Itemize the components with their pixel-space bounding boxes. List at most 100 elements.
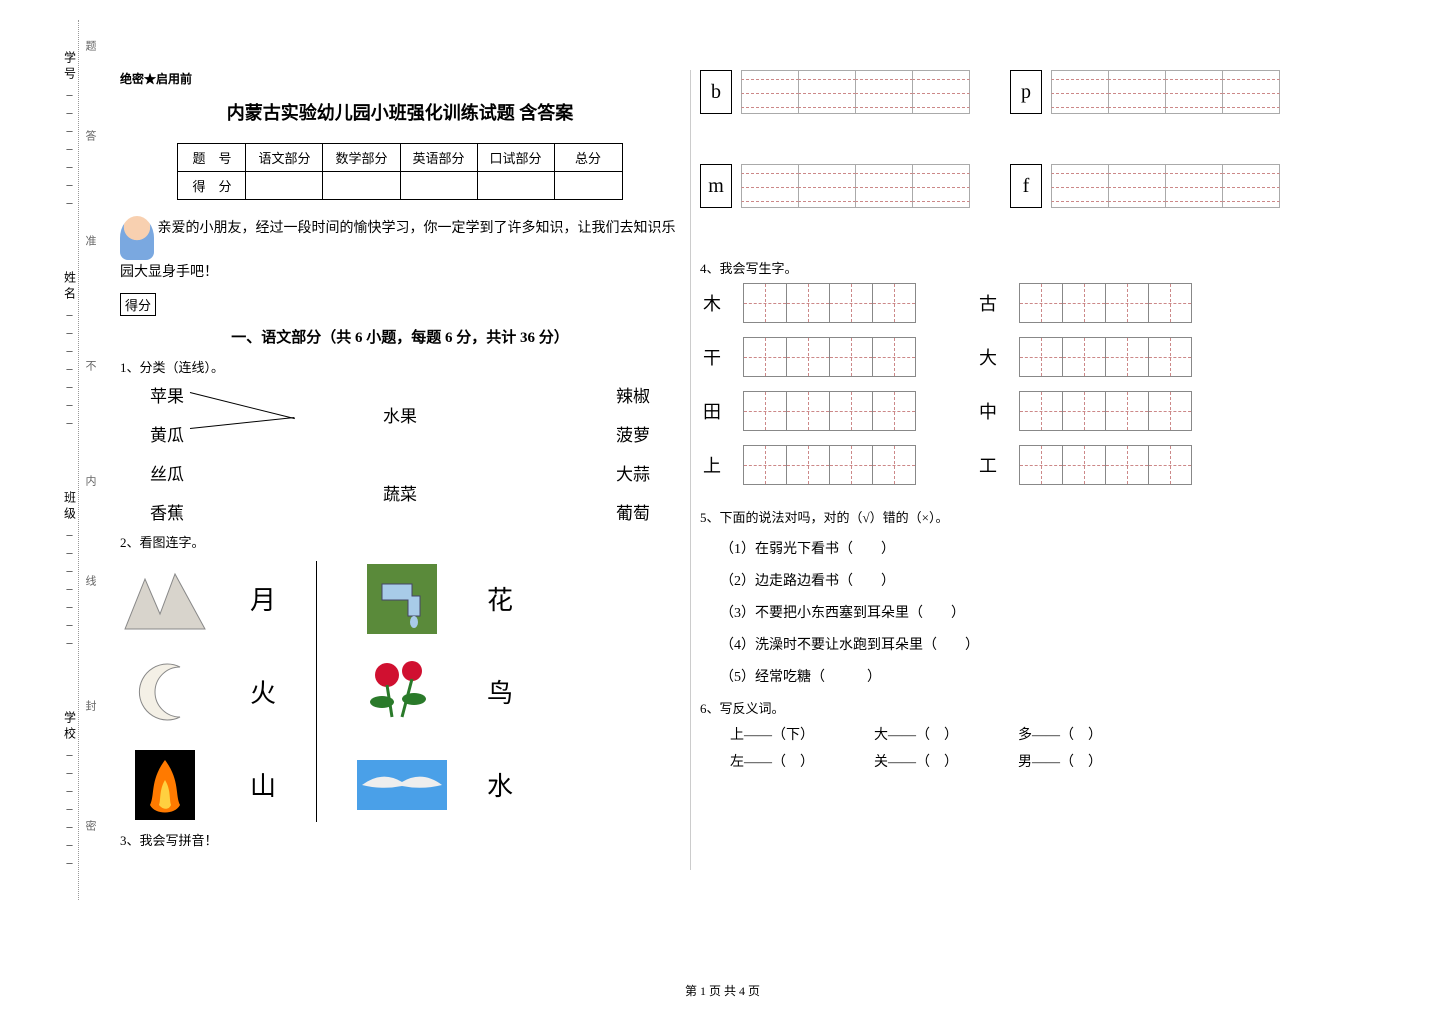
pinyin-cells bbox=[742, 164, 970, 208]
bird-icon bbox=[357, 747, 447, 822]
pinyin-cell bbox=[1108, 164, 1166, 208]
q5-item-1: （2）边走路边看书（ ） bbox=[720, 570, 1400, 590]
binding-label-xuexiao: 学校_______ bbox=[62, 711, 79, 869]
binding-label-xuehao: 学号_______ bbox=[62, 51, 79, 209]
pinyin-letter-f: f bbox=[1010, 164, 1042, 208]
tianzi-cell bbox=[872, 391, 916, 431]
tianzi-cell bbox=[829, 283, 873, 323]
seal-marker-6: 封 bbox=[82, 700, 98, 731]
kid-icon bbox=[120, 216, 154, 260]
rose-icon bbox=[357, 654, 447, 729]
q4-row: 木古 bbox=[700, 283, 1400, 337]
pinyin-cell bbox=[741, 164, 799, 208]
tianzi-cell bbox=[1019, 445, 1063, 485]
section1-title: 一、语文部分（共 6 小题，每题 6 分，共计 36 分） bbox=[120, 326, 680, 347]
q6-row-1: 左——（ ） 关——（ ） 男——（ ） bbox=[730, 750, 1400, 777]
tianzi-grid bbox=[1020, 283, 1192, 323]
tianzi-cell bbox=[743, 391, 787, 431]
tianzi-grid bbox=[744, 445, 916, 485]
q5-label: 5、下面的说法对吗，对的（√）错的（×）。 bbox=[700, 507, 1400, 526]
q1-right-3: 葡萄 bbox=[616, 499, 650, 524]
th-col5: 总分 bbox=[554, 144, 622, 172]
tianzi-grid bbox=[744, 283, 916, 323]
q4-row: 上工 bbox=[700, 445, 1400, 499]
table-row: 得 分 bbox=[178, 172, 622, 200]
pinyin-cell bbox=[1051, 164, 1109, 208]
q1-connector bbox=[190, 417, 295, 429]
tianzi-cell bbox=[872, 283, 916, 323]
q4-rows: 木古干大田中上工 bbox=[700, 283, 1400, 499]
q2-char-2: 山 bbox=[250, 766, 276, 803]
pinyin-cell bbox=[1108, 70, 1166, 114]
q4-char-group: 干 bbox=[700, 337, 916, 377]
q6-label: 6、写反义词。 bbox=[700, 698, 1400, 717]
q6-row-0: 上——（下） 大——（ ） 多——（ ） bbox=[730, 723, 1400, 750]
q1-grid: 苹果 黄瓜 丝瓜 香蕉 水果 蔬菜 辣椒 菠萝 大蒜 葡萄 bbox=[120, 382, 680, 524]
q4-char-group: 木 bbox=[700, 283, 916, 323]
pinyin-letter-b: b bbox=[700, 70, 732, 114]
pinyin-cell bbox=[1222, 164, 1280, 208]
tap-water-icon bbox=[357, 561, 447, 636]
pinyin-cell bbox=[855, 164, 913, 208]
seal-marker-1: 答 bbox=[82, 130, 98, 161]
q1-right-col: 辣椒 菠萝 大蒜 葡萄 bbox=[616, 382, 650, 524]
pinyin-cell bbox=[798, 70, 856, 114]
tianzi-cell bbox=[743, 283, 787, 323]
tianzi-grid bbox=[744, 391, 916, 431]
pinyin-group-f: f bbox=[1010, 164, 1280, 208]
tianzi-cell bbox=[1148, 391, 1192, 431]
binding-label-xingming: 姓名_______ bbox=[62, 271, 79, 429]
tianzi-cell bbox=[829, 445, 873, 485]
th-col0: 题 号 bbox=[178, 144, 246, 172]
th-col1: 语文部分 bbox=[246, 144, 323, 172]
q2-grid: 月 火 山 花 bbox=[120, 561, 680, 822]
tianzi-cell bbox=[872, 445, 916, 485]
seal-marker-0: 题 bbox=[82, 40, 98, 71]
q2-label: 2、看图连字。 bbox=[120, 532, 680, 551]
paper-title: 内蒙古实验幼儿园小班强化训练试题 含答案 bbox=[120, 99, 680, 125]
q4-char-label: 大 bbox=[976, 344, 1000, 370]
q6-cell: 左——（ ） bbox=[730, 750, 814, 777]
q1-label: 1、分类（连线）。 bbox=[120, 357, 680, 376]
td-col2 bbox=[323, 172, 400, 200]
binding-label-banji: 班级_______ bbox=[62, 491, 79, 649]
th-col2: 数学部分 bbox=[323, 144, 400, 172]
q5-item-3: （4）洗澡时不要让水跑到耳朵里（ ） bbox=[720, 634, 1400, 654]
q1-left-1: 黄瓜 bbox=[150, 421, 184, 446]
tianzi-cell bbox=[1019, 283, 1063, 323]
q2-char-5: 水 bbox=[487, 766, 513, 803]
q5-list: （1）在弱光下看书（ ） （2）边走路边看书（ ） （3）不要把小东西塞到耳朵里… bbox=[700, 538, 1400, 686]
q5-item-0: （1）在弱光下看书（ ） bbox=[720, 538, 1400, 558]
intro-text: 亲爱的小朋友，经过一段时间的愉快学习，你一定学到了许多知识，让我们去知识乐园大显… bbox=[120, 216, 680, 285]
page-footer: 第 1 页 共 4 页 bbox=[0, 982, 1445, 999]
pinyin-row-1: b p bbox=[700, 70, 1400, 114]
moon-icon bbox=[120, 654, 210, 729]
q1-left-col: 苹果 黄瓜 丝瓜 香蕉 bbox=[150, 382, 184, 524]
q6-cell: 多——（ ） bbox=[1018, 723, 1102, 750]
q2-char-3: 花 bbox=[487, 580, 513, 617]
th-col3: 英语部分 bbox=[400, 144, 477, 172]
pinyin-cells bbox=[742, 70, 970, 114]
pinyin-row-2: m f bbox=[700, 164, 1400, 208]
q1-mid-col: 水果 蔬菜 bbox=[383, 382, 417, 524]
tianzi-cell bbox=[872, 337, 916, 377]
td-col1 bbox=[246, 172, 323, 200]
q1-left-3: 香蕉 bbox=[150, 499, 184, 524]
tianzi-cell bbox=[786, 337, 830, 377]
pinyin-cells bbox=[1052, 70, 1280, 114]
tianzi-cell bbox=[786, 283, 830, 323]
column-divider bbox=[690, 70, 691, 870]
left-column: 绝密★启用前 内蒙古实验幼儿园小班强化训练试题 含答案 题 号 语文部分 数学部… bbox=[120, 70, 680, 855]
pinyin-cell bbox=[1165, 70, 1223, 114]
q4-char-group: 大 bbox=[976, 337, 1192, 377]
table-row: 题 号 语文部分 数学部分 英语部分 口试部分 总分 bbox=[178, 144, 622, 172]
q5-item-4: （5）经常吃糖（ ） bbox=[720, 666, 1400, 686]
tianzi-cell bbox=[1062, 391, 1106, 431]
q1-mid-1: 蔬菜 bbox=[383, 480, 417, 505]
intro-content: 亲爱的小朋友，经过一段时间的愉快学习，你一定学到了许多知识，让我们去知识乐园大显… bbox=[120, 221, 676, 280]
q5-item-2: （3）不要把小东西塞到耳朵里（ ） bbox=[720, 602, 1400, 622]
q4-row: 田中 bbox=[700, 391, 1400, 445]
q4-row: 干大 bbox=[700, 337, 1400, 391]
pinyin-cells bbox=[1052, 164, 1280, 208]
tianzi-cell bbox=[1105, 445, 1149, 485]
